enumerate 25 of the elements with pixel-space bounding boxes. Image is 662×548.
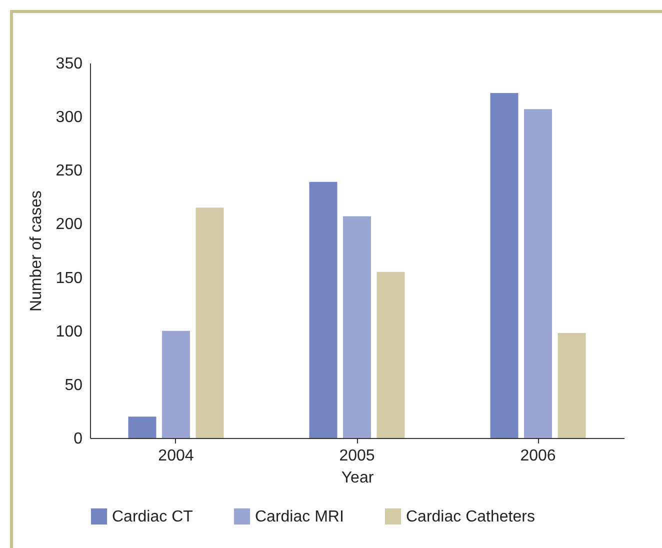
- y-tick-label: 300: [56, 109, 83, 126]
- bar: [376, 272, 405, 438]
- bar: [128, 416, 156, 438]
- y-tick-label: 150: [56, 270, 83, 287]
- x-axis-title: Year: [341, 470, 374, 486]
- bar: [524, 109, 552, 438]
- x-tick-label: 2005: [339, 448, 375, 464]
- legend-label: Cardiac MRI: [255, 508, 344, 526]
- y-axis-title: Number of cases: [28, 190, 45, 312]
- legend-label: Cardiac CT: [112, 508, 194, 526]
- legend-label: Cardiac Catheters: [406, 508, 535, 526]
- y-tick-label: 350: [56, 56, 83, 72]
- y-tick-label: 50: [64, 376, 83, 394]
- y-tick-label: 100: [56, 323, 83, 340]
- bar: [343, 216, 371, 438]
- x-tick-label: 2004: [158, 448, 194, 464]
- bar: [309, 182, 338, 438]
- y-tick-label: 250: [56, 162, 83, 180]
- bar: [162, 330, 190, 438]
- bar: [558, 333, 586, 438]
- y-tick-label: 0: [74, 430, 83, 448]
- y-tick-label: 200: [56, 216, 83, 234]
- x-tick-label: 2006: [520, 448, 556, 464]
- bar: [196, 208, 224, 438]
- bar: [490, 93, 518, 438]
